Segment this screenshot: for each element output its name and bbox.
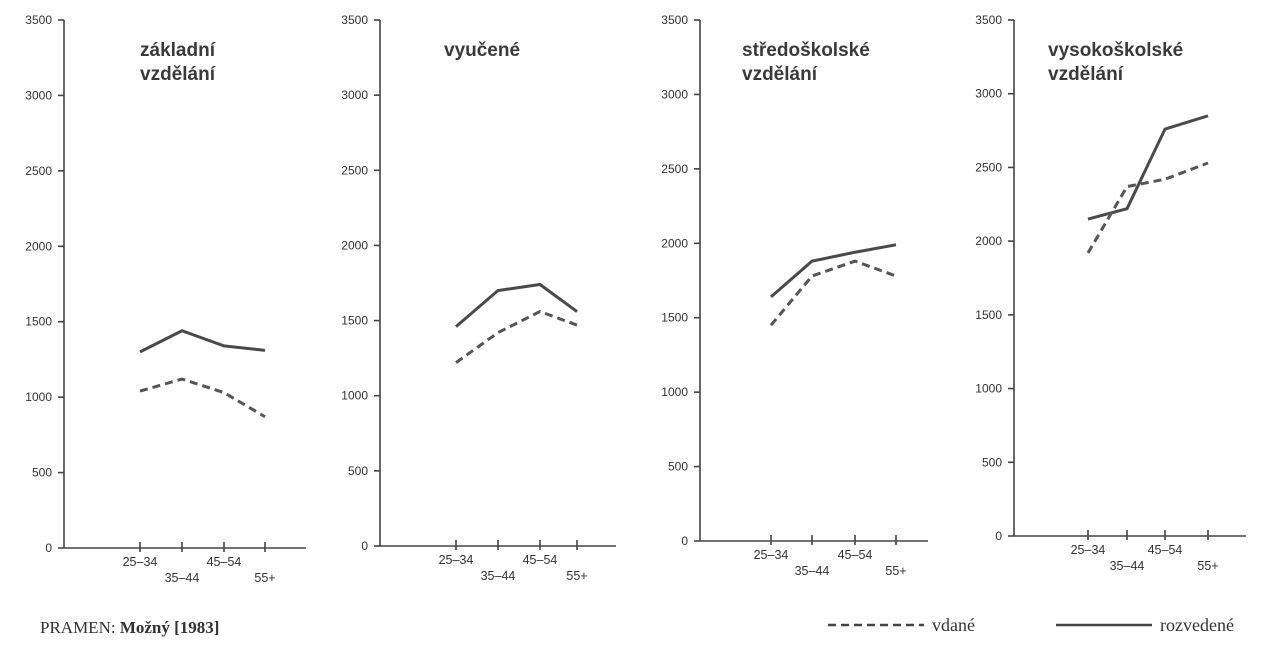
- panel-3-series-vdane-line: [769, 259, 897, 327]
- panel-1-y-tick-label: 1000: [25, 390, 52, 404]
- panel-2-title: vyučené: [444, 40, 520, 61]
- panel-4-x-tick-label: 35–44: [1110, 559, 1145, 573]
- panel-1-y-tick-label: 2500: [25, 164, 52, 178]
- panel-3-y-tick-label: 3500: [661, 13, 688, 27]
- solid-line-swatch: [1056, 623, 1152, 627]
- panel-1-y-tick-label: 1500: [25, 315, 52, 329]
- panel-2-y-tick-label: 3500: [341, 13, 368, 27]
- panel-2-y-tick-label: 2000: [341, 238, 368, 252]
- panel-3-x-tick-label: 55+: [885, 564, 906, 578]
- charts-canvas: 050010001500200025003000350025–3435–4445…: [25, 13, 1246, 585]
- panel-1-x-tick-label: 45–54: [207, 555, 242, 569]
- panel-3-y-tick-label: 1000: [661, 385, 688, 399]
- panel-4-title: vysokoškolské vzdělání: [1048, 40, 1183, 85]
- panel-4-y-tick-label: 1000: [975, 382, 1002, 396]
- panel-4-y-tick-label: 0: [995, 529, 1002, 543]
- panel-1-x-tick-label: 55+: [254, 571, 275, 585]
- panel-2-y-tick-label: 1500: [341, 314, 368, 328]
- panel-4-y-tick-label: 3500: [975, 13, 1002, 27]
- panel-2-y-tick-label: 2500: [341, 163, 368, 177]
- legend-label-vdane: vdané: [932, 614, 975, 635]
- panel-4-x-tick-label: 25–34: [1071, 543, 1106, 557]
- dashed-line-swatch: [828, 623, 924, 627]
- panel-2-series-vdane-line: [455, 309, 578, 364]
- panel-4-y-tick-label: 1500: [975, 308, 1002, 322]
- panel-1-x-tick-label: 25–34: [123, 555, 158, 569]
- panel-4-y-tick-label: 3000: [975, 87, 1002, 101]
- panel-2-x-tick-label: 55+: [566, 569, 587, 583]
- panel-1-y-tick-label: 3500: [25, 13, 52, 27]
- panel-3-title: středoškolské vzdělání: [742, 40, 870, 85]
- panel-1-y-tick-label: 0: [45, 541, 52, 555]
- panel-4-series-vdane-line: [1086, 161, 1209, 254]
- panel-3-y-tick-label: 2500: [661, 162, 688, 176]
- panel-2-series-rozvedene-line: [455, 282, 578, 328]
- panel-2-y-tick-label: 3000: [341, 88, 368, 102]
- panel-4-x-tick-label: 55+: [1197, 559, 1218, 573]
- panel-3-y-tick-label: 3000: [661, 87, 688, 101]
- panel-4-y-tick-label: 2500: [975, 160, 1002, 174]
- panel-3-y-tick-label: 500: [668, 460, 688, 474]
- panel-2-y-tick-label: 500: [348, 464, 368, 478]
- panel-4-x-tick-label: 45–54: [1148, 543, 1183, 557]
- panel-3-x-tick-label: 45–54: [838, 548, 873, 562]
- panel-4-y-tick-label: 500: [982, 455, 1002, 469]
- panel-4-series-rozvedene-line: [1087, 114, 1209, 221]
- source-prefix: PRAMEN:: [40, 618, 116, 637]
- legend-item-vdane: vdané: [828, 612, 975, 638]
- panel-1-y-tick-label: 3000: [25, 88, 52, 102]
- panel-2-y-tick-label: 0: [361, 539, 368, 553]
- panel-2-y-tick-label: 1000: [341, 389, 368, 403]
- panel-3-y-tick-label: 2000: [661, 236, 688, 250]
- panel-3-series-rozvedene-line: [770, 243, 897, 299]
- panel-1-series-rozvedene-line: [139, 329, 266, 354]
- panel-3-y-tick-label: 0: [681, 534, 688, 548]
- legend-label-rozvedene: rozvedené: [1160, 614, 1234, 635]
- panel-3-x-tick-label: 35–44: [795, 564, 830, 578]
- legend-item-rozvedene: rozvedené: [1056, 612, 1234, 638]
- source-note: PRAMEN: Možný [1983]: [40, 618, 219, 638]
- panel-1-y-tick-label: 500: [32, 466, 52, 480]
- panel-2-x-tick-label: 45–54: [523, 553, 558, 567]
- panel-2-x-tick-label: 25–34: [439, 553, 474, 567]
- panel-1-title: základní vzdělání: [140, 40, 216, 85]
- panel-1-y-tick-label: 2000: [25, 239, 52, 253]
- panel-3-x-tick-label: 25–34: [754, 548, 789, 562]
- source-citation: Možný [1983]: [119, 618, 220, 637]
- panel-4-y-tick-label: 2000: [975, 234, 1002, 248]
- panel-2-x-tick-label: 35–44: [481, 569, 516, 583]
- panel-1-x-tick-label: 35–44: [165, 571, 200, 585]
- panel-3-y-tick-label: 1500: [661, 311, 688, 325]
- panel-1-series-vdane-line: [139, 377, 266, 419]
